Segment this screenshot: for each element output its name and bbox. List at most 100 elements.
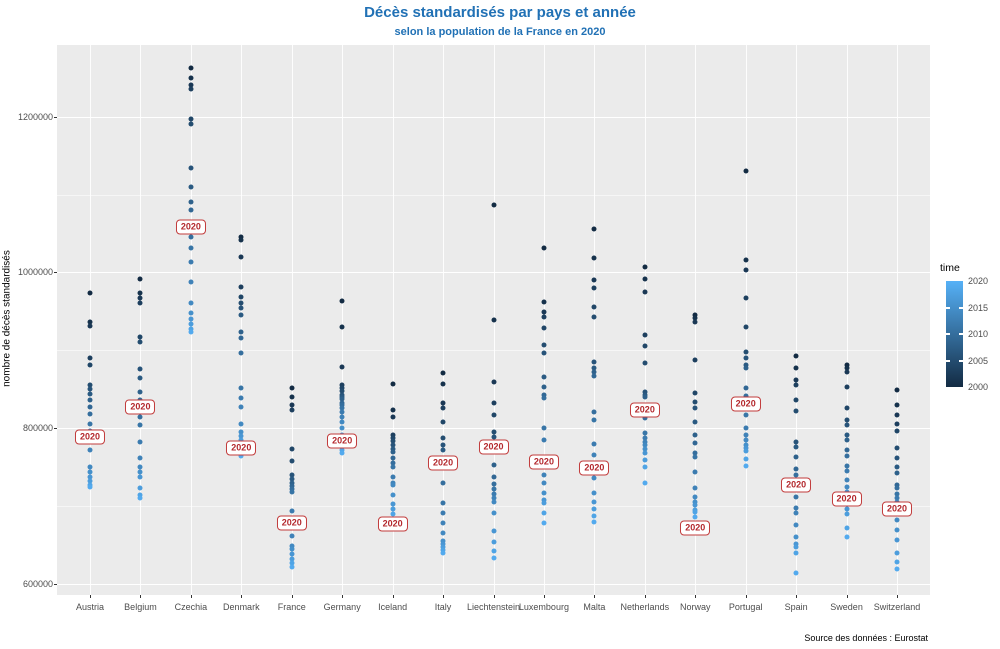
data-point xyxy=(390,492,396,498)
data-point xyxy=(591,285,597,291)
x-tick-label-czechia: Czechia xyxy=(174,602,208,612)
data-point xyxy=(591,277,597,283)
legend-tick-mark xyxy=(946,333,950,335)
data-point xyxy=(238,433,244,439)
x-tick-mark xyxy=(90,595,91,598)
data-point xyxy=(289,407,295,413)
data-point xyxy=(793,439,799,445)
data-point xyxy=(339,409,345,415)
x-tick-mark xyxy=(745,595,747,598)
data-point xyxy=(491,528,496,534)
data-point xyxy=(793,353,799,359)
data-point xyxy=(743,442,749,448)
x-tick-label-luxembourg: Luxembourg xyxy=(518,602,569,612)
data-point xyxy=(87,386,93,392)
data-point xyxy=(642,439,648,445)
data-point xyxy=(692,502,698,508)
data-point xyxy=(137,464,143,470)
data-point xyxy=(390,464,396,470)
data-point xyxy=(491,486,496,492)
data-point xyxy=(440,500,446,506)
legend-tick-mark xyxy=(959,359,963,362)
data-point xyxy=(87,464,93,470)
legend-tick-mark xyxy=(959,306,963,309)
category-gridline xyxy=(443,45,445,595)
data-point xyxy=(440,480,446,486)
annotation-2020-label: 2020 xyxy=(175,219,206,234)
data-point xyxy=(289,402,295,408)
data-point xyxy=(491,481,496,487)
legend-tick-mark xyxy=(959,333,963,335)
data-point xyxy=(692,485,698,491)
data-point xyxy=(390,474,396,480)
annotation-2020-label: 2020 xyxy=(680,520,711,536)
data-point xyxy=(591,452,597,458)
x-tick-label-iceland: Iceland xyxy=(378,602,408,612)
data-point xyxy=(289,476,295,482)
data-point xyxy=(137,485,143,491)
data-point xyxy=(743,432,749,438)
data-point xyxy=(743,257,749,263)
data-point xyxy=(440,510,446,516)
category-gridline xyxy=(241,45,243,595)
data-point xyxy=(591,499,597,504)
data-point xyxy=(87,290,93,296)
data-point xyxy=(440,435,446,441)
data-point xyxy=(793,570,799,576)
data-point xyxy=(541,472,547,478)
data-point xyxy=(642,289,648,295)
data-point xyxy=(793,397,799,403)
data-point xyxy=(289,480,295,486)
data-point xyxy=(339,364,345,370)
data-point xyxy=(692,405,698,411)
data-point xyxy=(541,350,547,356)
data-point xyxy=(642,276,648,282)
data-point xyxy=(793,408,799,414)
data-point xyxy=(642,464,648,470)
category-gridline xyxy=(796,45,798,595)
data-point xyxy=(87,484,93,490)
data-point xyxy=(390,501,396,507)
data-point xyxy=(591,359,597,365)
data-point xyxy=(894,387,900,393)
data-point xyxy=(894,559,900,565)
data-point xyxy=(238,350,244,356)
data-point xyxy=(188,310,194,316)
data-point xyxy=(642,435,648,441)
data-point xyxy=(894,464,900,470)
x-tick-mark xyxy=(392,595,394,598)
data-point xyxy=(238,437,244,443)
data-point xyxy=(440,530,446,536)
x-tick-mark xyxy=(543,595,545,598)
legend-label-2005: 2005 xyxy=(968,355,989,366)
data-point xyxy=(844,422,850,428)
data-point xyxy=(238,300,244,306)
data-point xyxy=(339,447,345,453)
data-point xyxy=(743,456,749,462)
data-point xyxy=(743,385,749,391)
data-point xyxy=(541,490,547,496)
data-point xyxy=(440,544,446,550)
data-point xyxy=(339,414,345,420)
data-point xyxy=(137,495,143,501)
data-point xyxy=(793,382,799,388)
y-tick-label: 1000000 xyxy=(17,267,53,278)
data-point xyxy=(289,546,295,552)
data-point xyxy=(339,324,345,330)
annotation-2020-label: 2020 xyxy=(327,433,358,449)
data-point xyxy=(137,474,143,480)
data-point xyxy=(642,480,648,486)
data-point xyxy=(642,446,648,452)
data-point xyxy=(642,264,648,270)
data-point xyxy=(844,437,850,443)
legend-title: time xyxy=(940,262,960,274)
data-point xyxy=(491,510,496,516)
data-point xyxy=(238,312,244,318)
data-point xyxy=(591,373,597,379)
category-gridline xyxy=(644,45,646,595)
x-tick-mark xyxy=(241,595,243,598)
data-point xyxy=(692,509,698,515)
annotation-2020-label: 2020 xyxy=(125,399,156,415)
data-point xyxy=(390,414,396,420)
data-point xyxy=(541,342,547,348)
